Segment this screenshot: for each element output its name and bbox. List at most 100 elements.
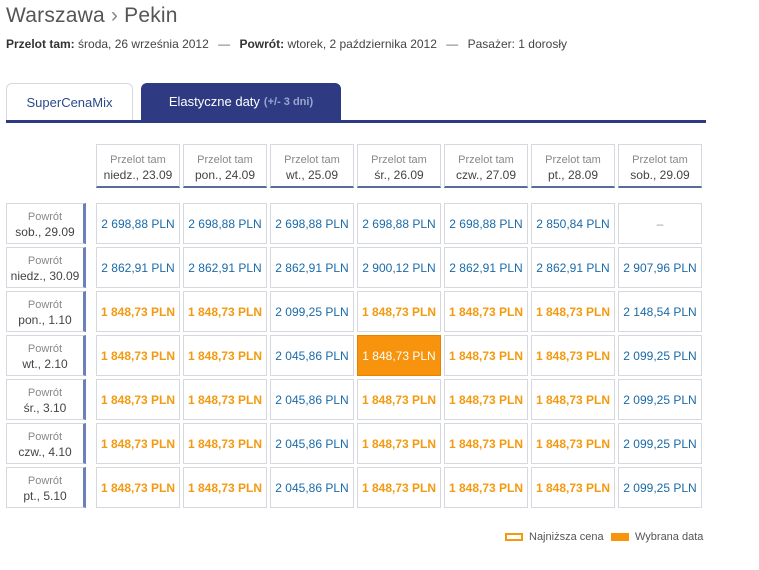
column-header-outbound: Przelot tam sob., 29.09: [618, 144, 702, 188]
column-header-date: pt., 28.09: [547, 168, 599, 182]
fare-cell[interactable]: 2 698,88 PLN: [444, 203, 528, 244]
fare-cell[interactable]: 2 862,91 PLN: [531, 247, 615, 288]
tab-bar-underline: [6, 120, 706, 123]
fare-cell[interactable]: 1 848,73 PLN: [183, 467, 267, 508]
row-header-date: sob., 29.09: [15, 225, 75, 239]
column-header-label: Przelot tam: [632, 154, 688, 166]
summary-dash: —: [218, 37, 231, 51]
column-header-outbound: Przelot tam pt., 28.09: [531, 144, 615, 188]
column-header-label: Przelot tam: [110, 154, 166, 166]
fare-cell[interactable]: 2 698,88 PLN: [96, 203, 180, 244]
column-header-label: Przelot tam: [371, 154, 427, 166]
row-header-date: czw., 4.10: [18, 445, 72, 459]
fare-cell[interactable]: 1 848,73 PLN: [357, 423, 441, 464]
fare-cell[interactable]: 1 848,73 PLN: [444, 467, 528, 508]
fare-cell[interactable]: 2 698,88 PLN: [357, 203, 441, 244]
fare-cell[interactable]: 1 848,73 PLN: [531, 423, 615, 464]
outbound-date: środa, 26 września 2012: [78, 37, 209, 51]
return-label: Powrót:: [239, 37, 285, 51]
fare-cell[interactable]: 2 099,25 PLN: [618, 467, 702, 508]
fare-cell[interactable]: 2 862,91 PLN: [96, 247, 180, 288]
fare-cell[interactable]: 1 848,73 PLN: [444, 379, 528, 420]
tab-supercenamix-label: SuperCenaMix: [26, 94, 113, 110]
fare-cell[interactable]: 1 848,73 PLN: [96, 467, 180, 508]
origin-city: Warszawa: [6, 4, 105, 27]
fare-cell[interactable]: 2 045,86 PLN: [270, 335, 354, 376]
fare-cell[interactable]: 1 848,73 PLN: [357, 467, 441, 508]
fare-cell[interactable]: 2 698,88 PLN: [270, 203, 354, 244]
fare-cell[interactable]: 1 848,73 PLN: [183, 335, 267, 376]
tab-flexible-dates[interactable]: Elastyczne daty (+/- 3 dni): [141, 83, 341, 120]
fare-cell[interactable]: 2 099,25 PLN: [270, 291, 354, 332]
fare-cell[interactable]: 1 848,73 PLN: [357, 291, 441, 332]
row-header-label: Powrót: [27, 255, 63, 267]
row-header-date: śr., 3.10: [23, 401, 67, 415]
fare-cell[interactable]: 1 848,73 PLN: [531, 335, 615, 376]
tab-flexible-dates-hint: (+/- 3 dni): [263, 95, 314, 108]
fare-cell[interactable]: 2 045,86 PLN: [270, 467, 354, 508]
passenger-value: 1 dorosły: [518, 37, 567, 51]
row-header-label: Powrót: [27, 343, 63, 355]
fare-cell[interactable]: 1 848,73 PLN: [531, 467, 615, 508]
row-header-label: Powrót: [27, 387, 63, 399]
legend-lowest: Najniższa cena: [505, 531, 604, 543]
column-header-date: czw., 27.09: [455, 168, 517, 182]
fare-cell[interactable]: 1 848,73 PLN: [183, 291, 267, 332]
column-header-date: sob., 29.09: [630, 168, 690, 182]
fare-cell[interactable]: 1 848,73 PLN: [531, 291, 615, 332]
tab-flexible-dates-label: Elastyczne daty: [168, 94, 260, 109]
fare-cell[interactable]: 1 848,73 PLN: [357, 379, 441, 420]
column-header-label: Przelot tam: [458, 154, 514, 166]
fare-cell[interactable]: 1 848,73 PLN: [444, 291, 528, 332]
destination-city: Pekin: [124, 4, 178, 27]
column-header-date: pon., 24.09: [194, 168, 256, 182]
fare-cell[interactable]: 2 698,88 PLN: [183, 203, 267, 244]
tab-bar: SuperCenaMix Elastyczne daty (+/- 3 dni): [6, 83, 706, 123]
fare-cell[interactable]: 2 099,25 PLN: [618, 379, 702, 420]
fare-cell[interactable]: 1 848,73 PLN: [183, 379, 267, 420]
fare-cell[interactable]: 2 862,91 PLN: [270, 247, 354, 288]
column-header-outbound: Przelot tam śr., 26.09: [357, 144, 441, 188]
fare-cell[interactable]: 1 848,73 PLN: [444, 423, 528, 464]
row-header-date: pon., 1.10: [18, 313, 72, 327]
route-separator: ›: [110, 4, 119, 27]
column-header-outbound: Przelot tam niedz., 23.09: [96, 144, 180, 188]
fare-cell[interactable]: 1 848,73 PLN: [96, 423, 180, 464]
column-header-date: wt., 25.09: [285, 168, 339, 182]
fare-cell[interactable]: 2 099,25 PLN: [618, 335, 702, 376]
fare-cell[interactable]: 2 850,84 PLN: [531, 203, 615, 244]
fare-cell[interactable]: 2 900,12 PLN: [357, 247, 441, 288]
fare-cell[interactable]: 2 099,25 PLN: [618, 423, 702, 464]
fare-cell: –: [618, 203, 702, 244]
outbound-label: Przelot tam:: [6, 37, 75, 51]
row-header-date: pt., 5.10: [23, 489, 67, 503]
return-date: wtorek, 2 października 2012: [287, 37, 437, 51]
fare-cell[interactable]: 2 148,54 PLN: [618, 291, 702, 332]
fare-cell[interactable]: 2 045,86 PLN: [270, 379, 354, 420]
fare-cell[interactable]: 2 862,91 PLN: [183, 247, 267, 288]
fare-cell[interactable]: 1 848,73 PLN: [96, 379, 180, 420]
row-header-date: wt., 2.10: [22, 357, 68, 371]
fare-cell-selected[interactable]: 1 848,73 PLN: [357, 335, 441, 376]
row-header-label: Powrót: [27, 431, 63, 443]
fare-cell[interactable]: 2 045,86 PLN: [270, 423, 354, 464]
fare-cell[interactable]: 1 848,73 PLN: [531, 379, 615, 420]
fare-cell[interactable]: 1 848,73 PLN: [444, 335, 528, 376]
trip-summary: Przelot tam: środa, 26 września 2012 — P…: [6, 37, 567, 51]
lowest-price-swatch: [505, 533, 523, 541]
fare-cell[interactable]: 1 848,73 PLN: [96, 335, 180, 376]
legend-selected-label: Wybrana data: [635, 531, 704, 543]
row-header-return: Powrót wt., 2.10: [6, 335, 86, 376]
column-header-outbound: Przelot tam czw., 27.09: [444, 144, 528, 188]
column-header-label: Przelot tam: [197, 154, 253, 166]
legend-selected: Wybrana data: [611, 531, 703, 543]
fare-cell[interactable]: 2 907,96 PLN: [618, 247, 702, 288]
fare-cell[interactable]: 1 848,73 PLN: [183, 423, 267, 464]
row-header-date: niedz., 30.09: [10, 269, 80, 283]
summary-dash: —: [446, 37, 459, 51]
row-header-label: Powrót: [27, 475, 63, 487]
fare-cell[interactable]: 1 848,73 PLN: [96, 291, 180, 332]
fare-cell[interactable]: 2 862,91 PLN: [444, 247, 528, 288]
tab-supercenamix[interactable]: SuperCenaMix: [6, 83, 133, 120]
row-header-label: Powrót: [27, 299, 63, 311]
